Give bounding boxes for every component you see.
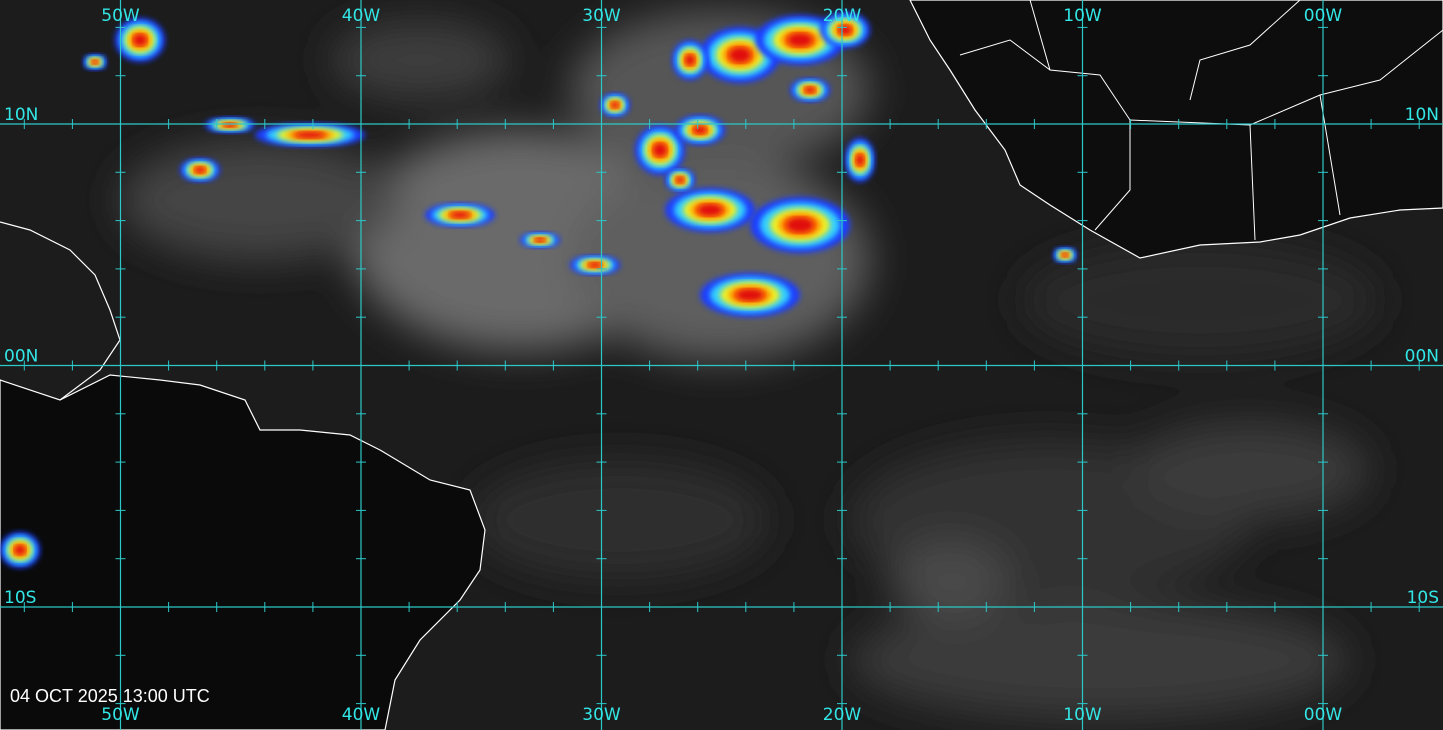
south-america <box>0 374 486 730</box>
latitude-label: 10N <box>4 105 38 125</box>
longitude-label: 40W <box>342 705 381 725</box>
storm-cell <box>91 59 99 65</box>
longitude-label: 40W <box>342 6 381 26</box>
storm-cell <box>1061 252 1069 258</box>
longitude-label: 00W <box>1304 6 1343 26</box>
storm-cell <box>786 217 814 233</box>
longitude-label: 20W <box>823 705 862 725</box>
borders <box>959 0 1443 241</box>
storm-cell <box>693 125 707 135</box>
latitude-label: 00N <box>1405 347 1439 367</box>
convection <box>0 12 1077 568</box>
storm-cell <box>804 86 816 94</box>
longitude-label: 30W <box>582 705 621 725</box>
latitude-label: 10S <box>4 588 36 608</box>
longitude-label: 30W <box>582 6 621 26</box>
timestamp: 04 OCT 2025 13:00 UTC <box>10 686 210 706</box>
storm-cell <box>588 262 602 268</box>
latitude-label: 10N <box>1405 105 1439 125</box>
storm-cell <box>736 288 764 302</box>
storm-cell <box>294 131 326 139</box>
storm-cell <box>684 54 696 66</box>
storm-cell <box>855 153 865 167</box>
storm-cell <box>194 166 206 174</box>
longitude-label: 00W <box>1304 705 1343 725</box>
storm-cell <box>133 33 147 47</box>
storm-cell <box>610 101 620 109</box>
labels: 50W 40W 30W 20W 10W 00W 50W 40W 30W 20W 10W 00W 10N 0… <box>4 6 1439 725</box>
storm-cell <box>787 33 813 47</box>
storm-cell <box>697 203 723 217</box>
cloud-cover <box>0 10 1380 720</box>
storm-cell <box>14 544 26 556</box>
longitude-label: 10W <box>1063 705 1102 725</box>
longitude-label: 50W <box>101 705 140 725</box>
storm-cell <box>838 24 852 36</box>
longitude-label: 50W <box>101 6 140 26</box>
longitude-label: 10W <box>1063 6 1102 26</box>
latitude-label: 00N <box>4 347 38 367</box>
latitude-label: 10S <box>1407 588 1439 608</box>
storm-cell <box>728 47 752 63</box>
longitude-label: 20W <box>823 6 862 26</box>
storm-cell <box>675 176 685 184</box>
storm-cell <box>653 143 667 157</box>
storm-cell <box>534 237 546 243</box>
storm-cell <box>450 211 470 219</box>
